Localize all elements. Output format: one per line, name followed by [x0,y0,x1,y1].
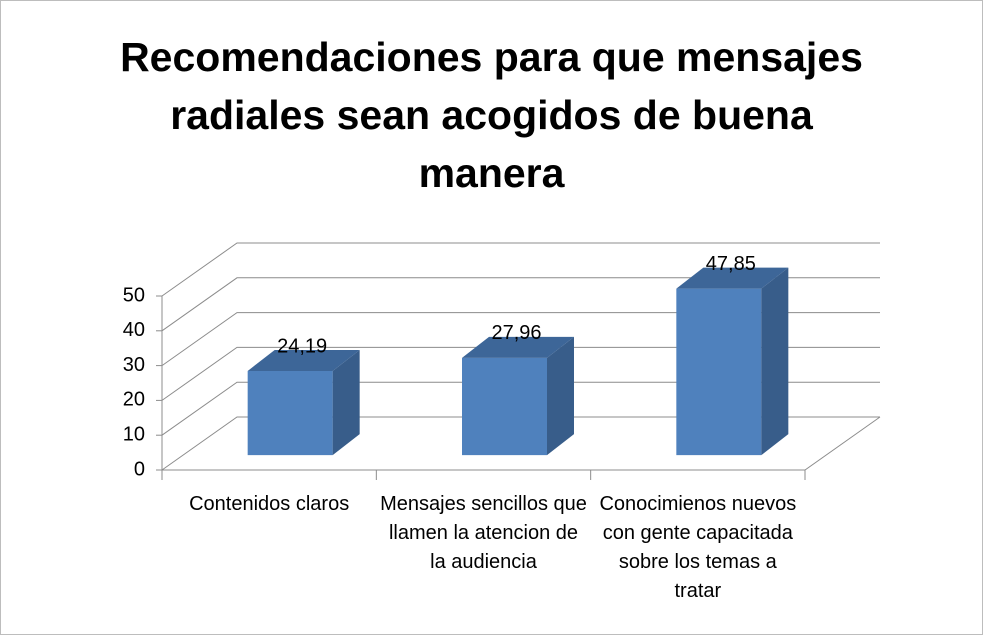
x-tick-label: Contenidos claros [189,493,350,515]
y-tick-label: 20 [123,389,145,411]
bar-top [676,267,789,289]
bar-top [462,336,574,358]
bar-side [332,349,360,456]
grid-line [161,277,880,332]
x-tick-label: Mensajes sencillos que llamen la atencio… [380,493,587,573]
grid-line [161,416,880,471]
y-tick-label: 10 [123,423,145,445]
bar-front [247,370,333,456]
bar-front [676,288,762,456]
chart-title: Recomendaciones para que mensajes radial… [120,34,863,196]
y-tick-label: 30 [123,354,145,376]
value-label: 27,96 [491,322,541,344]
y-tick-label: 40 [123,319,145,341]
y-tick-label: 50 [123,284,145,306]
grid-line [161,312,880,367]
bar [676,267,789,456]
x-tick-label: Conocimienos nuevos con gente capacitada… [599,493,797,602]
bar-top [247,349,360,371]
grid-line [161,381,880,436]
bar-front [462,357,547,456]
value-label: 47,85 [706,253,756,275]
grid-line [161,242,880,297]
bar [247,349,360,456]
bar-side [761,267,789,456]
bar-side [547,336,574,456]
bar [462,336,574,456]
value-label: 24,19 [277,335,327,357]
y-tick-label: 0 [134,458,145,480]
grid-line [161,346,880,401]
